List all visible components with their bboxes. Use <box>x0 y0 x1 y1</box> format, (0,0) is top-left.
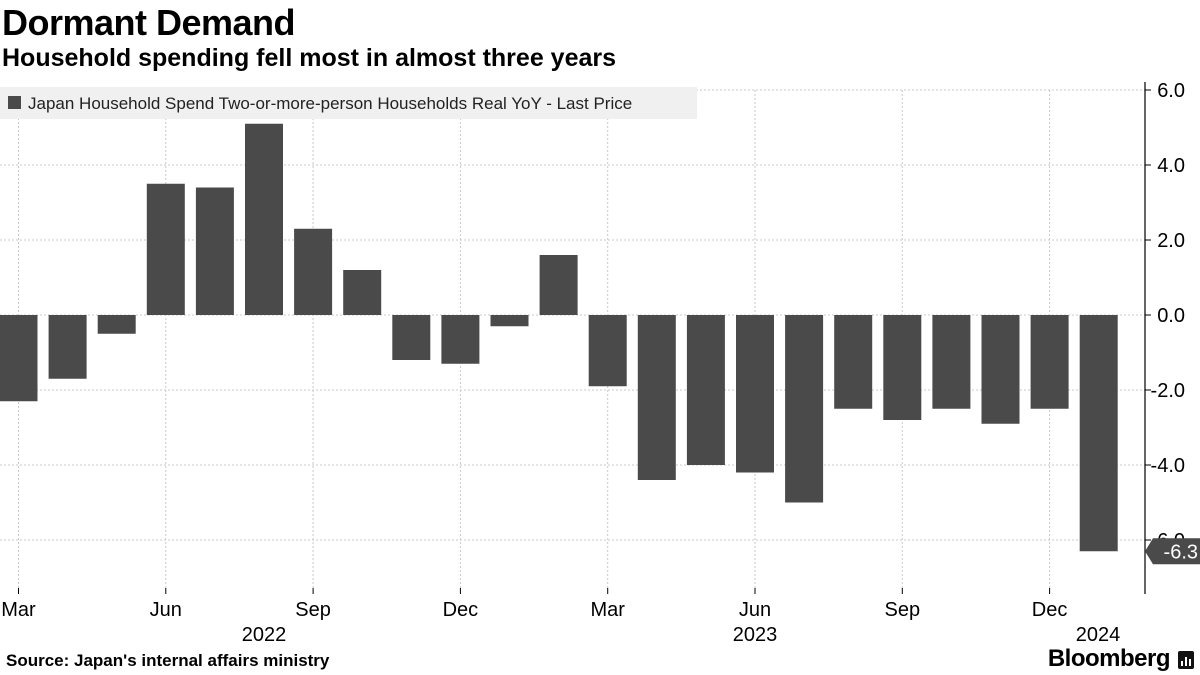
bar-series <box>0 123 1118 552</box>
bar-2022-11 <box>392 315 431 360</box>
bar-2022-06 <box>146 183 185 315</box>
y-tick-label: 0.0 <box>1157 305 1185 327</box>
bar-2023-05 <box>686 315 725 465</box>
x-year-label: 2024 <box>1076 624 1121 646</box>
y-tick-label: 2.0 <box>1157 230 1185 252</box>
legend-label: Japan Household Spend Two-or-more-person… <box>28 94 632 113</box>
last-value-tag <box>1145 538 1200 565</box>
x-tick-label: Sep <box>885 599 921 621</box>
bloomberg-terminal-icon <box>1178 651 1194 669</box>
chart-subtitle: Household spending fell most in almost t… <box>2 44 617 72</box>
x-tick-label: Jun <box>150 599 182 621</box>
bar-2022-08 <box>245 123 283 315</box>
bar-2023-11 <box>981 315 1020 424</box>
bar-2023-12 <box>1030 315 1069 409</box>
bar-2023-06 <box>736 315 774 473</box>
bar-2022-10 <box>343 270 382 315</box>
bar-2023-01 <box>490 315 529 327</box>
x-year-label: 2022 <box>242 624 287 646</box>
bar-2023-09 <box>883 315 922 420</box>
bar-2022-12 <box>441 315 480 364</box>
bar-2022-04 <box>48 315 87 379</box>
bar-2023-10 <box>932 315 971 409</box>
bar-2023-03 <box>588 315 627 387</box>
bar-2023-07 <box>785 315 824 503</box>
bar-2022-05 <box>97 315 136 334</box>
legend-swatch <box>8 96 21 109</box>
bar-2022-03 <box>0 315 38 402</box>
legend-box <box>0 87 697 119</box>
x-tick-label: Sep <box>295 599 331 621</box>
axes: 6.04.02.00.0-2.0-4.0-6.0-6.3MarJunSepDec… <box>1 80 1200 646</box>
brand-logo: Bloomberg <box>1047 645 1171 672</box>
x-tick-label: Jun <box>739 599 771 621</box>
x-tick-label: Dec <box>1032 599 1068 621</box>
bar-2022-07 <box>195 187 234 315</box>
grid-lines <box>0 89 1145 588</box>
y-tick-label: -2.0 <box>1151 380 1185 402</box>
x-year-label: 2023 <box>733 624 778 646</box>
bar-2022-09 <box>294 228 333 315</box>
x-tick-label: Mar <box>590 599 625 621</box>
bar-2023-04 <box>637 315 676 480</box>
source-note: Source: Japan's internal affairs ministr… <box>6 651 330 670</box>
bar-2024-01 <box>1079 315 1118 552</box>
y-tick-label: 4.0 <box>1157 155 1185 177</box>
chart-title: Dormant Demand <box>2 2 296 43</box>
x-tick-label: Dec <box>443 599 479 621</box>
bar-2023-08 <box>834 315 873 409</box>
y-tick-label: 6.0 <box>1157 80 1185 102</box>
legend: Japan Household Spend Two-or-more-person… <box>0 87 697 119</box>
bar-2023-02 <box>539 255 578 315</box>
last-value-label: -6.3 <box>1164 541 1198 563</box>
x-tick-label: Mar <box>1 599 36 621</box>
y-tick-label: -4.0 <box>1151 455 1185 477</box>
